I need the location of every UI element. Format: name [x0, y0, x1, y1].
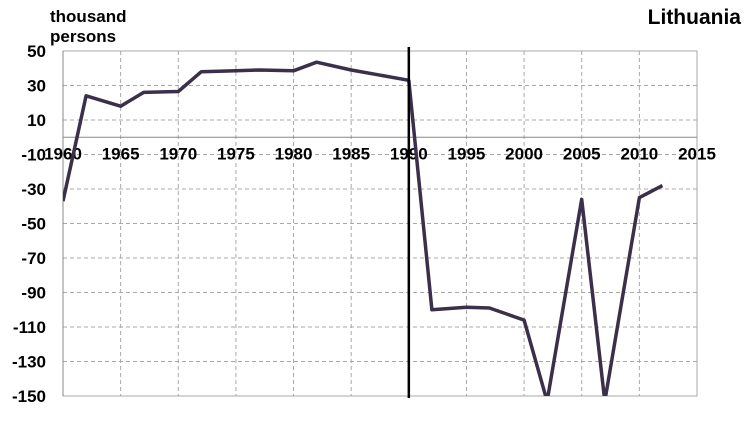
axes [62, 51, 697, 396]
x-tick-label: 2000 [505, 144, 543, 163]
y-tick-label: -30 [21, 180, 46, 199]
x-tick-label: 2005 [563, 144, 601, 163]
x-tick-label: 1965 [102, 144, 140, 163]
x-tick-label: 1985 [332, 144, 370, 163]
y-axis-unit-line-2: persons [50, 27, 117, 46]
x-tick-label: 1975 [217, 144, 255, 163]
x-tick-label: 1970 [159, 144, 197, 163]
y-tick-label: -50 [21, 215, 46, 234]
y-tick-label: 30 [27, 77, 46, 96]
y-tick-label: 10 [27, 111, 46, 130]
y-tick-label: -70 [21, 249, 46, 268]
y-axis-unit-line-1: thousand [50, 7, 127, 26]
series-line [63, 60, 664, 396]
y-tick-label: -130 [12, 353, 46, 372]
y-tick-label: -10 [21, 146, 46, 165]
x-tick-label: 1995 [448, 144, 486, 163]
y-tick-label: -150 [12, 387, 46, 406]
x-tick-label: 2010 [620, 144, 658, 163]
y-tick-label: 50 [27, 42, 46, 61]
x-tick-label: 1980 [275, 144, 313, 163]
series-layer [63, 60, 664, 396]
grid-lines [62, 50, 698, 397]
y-tick-label: -90 [21, 284, 46, 303]
y-tick-label: -110 [13, 318, 46, 337]
x-tick-label: 2015 [678, 144, 716, 163]
chart-title: Lithuania [647, 6, 741, 29]
